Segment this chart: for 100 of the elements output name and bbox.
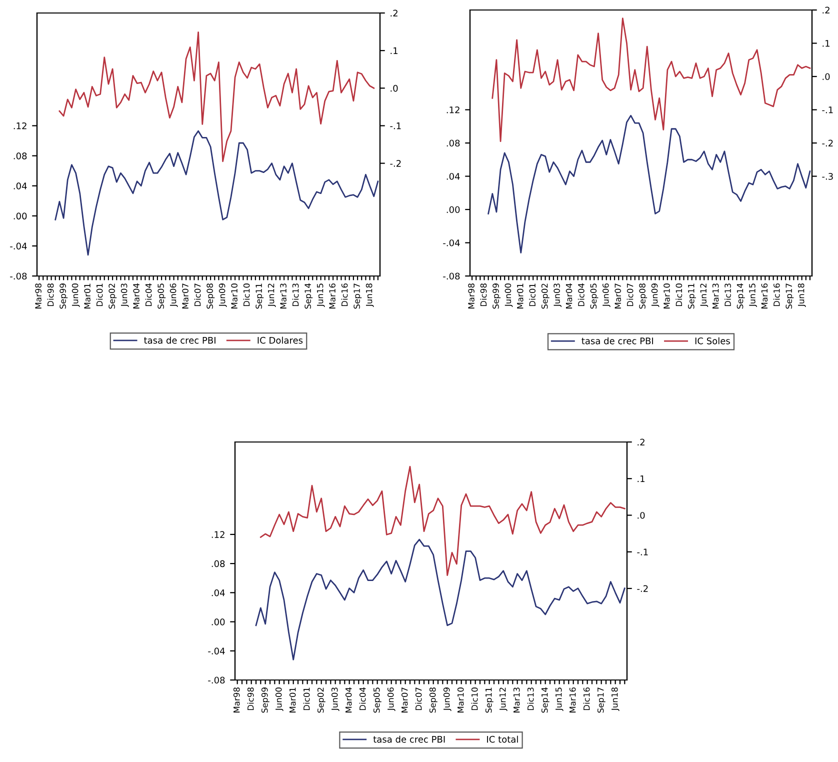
x-tick-label: Jun06 [387, 687, 396, 711]
x-tick-label: Dic98 [47, 284, 54, 306]
x-tick-label: Sep02 [317, 688, 326, 713]
y2-tick-label: .1 [822, 40, 830, 47]
x-tick-label: Sep05 [158, 284, 166, 309]
x-tick-label: Mar01 [517, 284, 524, 308]
x-tick-label: Dic16 [583, 687, 590, 710]
x-tick-label: Jun15 [749, 284, 757, 307]
x-tick-label: Sep14 [304, 283, 313, 309]
y2-tick-label: .2 [638, 438, 644, 446]
x-tick-label: Jun00 [275, 688, 284, 711]
y2-tick-label: .2 [822, 6, 830, 14]
x-tick-label: Sep17 [354, 284, 362, 309]
y-tick-label: .08 [212, 560, 225, 568]
x-tick-label: Sep17 [786, 284, 794, 309]
x-tick-label: Sep99 [261, 688, 270, 713]
x-tick-label: Mar01 [289, 688, 296, 712]
x-tick-label: Sep02 [108, 284, 117, 309]
x-tick-label: Sep14 [541, 687, 550, 713]
x-tick-label: Dic07 [626, 284, 634, 306]
x-tick-label: Mar98 [233, 688, 240, 712]
x-tick-label: Jun03 [554, 284, 562, 307]
x-tick-label: Mar07 [614, 284, 622, 308]
x-tick-label: Jun00 [72, 284, 80, 307]
x-tick-label: Dic13 [724, 284, 731, 306]
x-tick-label: Sep08 [206, 284, 215, 309]
x-tick-label: Sep11 [485, 688, 494, 713]
x-tick-label: Jun18 [611, 688, 620, 711]
y2-tick-label: .1 [638, 475, 644, 482]
x-tick-label: Mar10 [457, 688, 464, 712]
x-tick-label: Jun12 [268, 284, 276, 307]
x-tick-label: Jun03 [120, 284, 129, 307]
x-tick-label: Mar98 [35, 284, 42, 308]
y2-tick-label: -.1 [637, 548, 648, 556]
x-tick-label: Jun00 [504, 284, 513, 307]
y-tick-label: .08 [446, 140, 460, 147]
legend-label: tasa de crec PBI [582, 337, 654, 344]
y2-tick-label: .1 [390, 47, 398, 54]
y-tick-label: .00 [14, 212, 27, 220]
x-tick-label: Mar04 [345, 687, 352, 712]
x-tick-label: Mar16 [569, 687, 576, 712]
x-tick-label: Dic01 [303, 688, 310, 710]
y2-tick-label: -.3 [822, 172, 833, 180]
legend-label: IC Dolares [258, 336, 303, 344]
x-tick-label: Mar07 [182, 284, 188, 308]
x-tick-label: Mar98 [468, 284, 474, 308]
x-tick-label: Mar16 [329, 283, 336, 308]
legend-label: IC total [487, 736, 518, 743]
y2-tick-label: .0 [390, 84, 398, 92]
x-tick-label: Mar10 [231, 284, 238, 308]
x-tick-label: Mar10 [664, 284, 670, 308]
x-tick-label: Dic04 [359, 687, 366, 710]
y2-tick-label: .0 [638, 512, 645, 519]
y-tick-label: -.04 [10, 242, 27, 250]
x-tick-label: Jun18 [798, 284, 806, 307]
y-tick-label: .12 [212, 531, 224, 538]
x-tick-label: Dic98 [247, 688, 254, 710]
x-tick-label: Jun15 [556, 688, 564, 711]
y2-tick-label: -.2 [390, 160, 401, 167]
x-tick-label: Jun12 [700, 284, 708, 307]
x-tick-label: Sep11 [688, 284, 696, 309]
line-series [58, 31, 375, 162]
x-tick-label: Sep08 [639, 284, 648, 309]
x-tick-label: Dic10 [471, 688, 478, 710]
x-tick-label: Dic13 [292, 284, 299, 306]
x-tick-label: Dic07 [415, 688, 422, 710]
x-tick-label: Dic10 [676, 284, 682, 306]
x-tick-label: Dic16 [773, 283, 780, 306]
x-tick-label: Mar13 [513, 688, 520, 712]
x-tick-label: Dic16 [341, 283, 348, 306]
line-series [492, 18, 811, 142]
x-tick-label: Dic04 [578, 283, 584, 306]
x-tick-label: Mar16 [761, 283, 768, 308]
y-tick-label: .04 [446, 172, 460, 180]
x-tick-label: Dic10 [243, 284, 250, 306]
x-tick-label: Mar04 [566, 283, 572, 308]
y2-tick-label: .0 [822, 73, 830, 80]
x-tick-label: Dic98 [480, 284, 487, 306]
y-tick-label: -.04 [208, 648, 225, 654]
x-tick-label: Sep05 [373, 688, 382, 713]
x-tick-label: Mar07 [401, 688, 408, 712]
x-tick-label: Mar01 [84, 284, 90, 308]
x-tick-label: Sep11 [256, 284, 264, 309]
x-tick-label: Jun09 [651, 284, 660, 307]
line-series [260, 466, 626, 576]
x-tick-label: Mar13 [280, 284, 286, 308]
x-tick-label: Jun15 [317, 284, 325, 307]
y-tick-label: .04 [14, 182, 27, 190]
x-tick-label: Jun06 [602, 283, 610, 307]
y-tick-label: .12 [446, 106, 460, 114]
x-tick-label: Jun18 [366, 284, 374, 307]
x-tick-label: Mar13 [712, 284, 719, 308]
x-tick-label: Sep02 [541, 284, 550, 309]
x-tick-label: Dic01 [96, 284, 103, 306]
y2-tick-label: -.1 [390, 122, 401, 130]
x-tick-label: Dic04 [145, 283, 152, 306]
line-series [54, 130, 379, 256]
y-tick-label: -.08 [10, 272, 27, 280]
y2-tick-label: -.2 [637, 585, 648, 592]
x-tick-label: Sep05 [590, 284, 598, 309]
